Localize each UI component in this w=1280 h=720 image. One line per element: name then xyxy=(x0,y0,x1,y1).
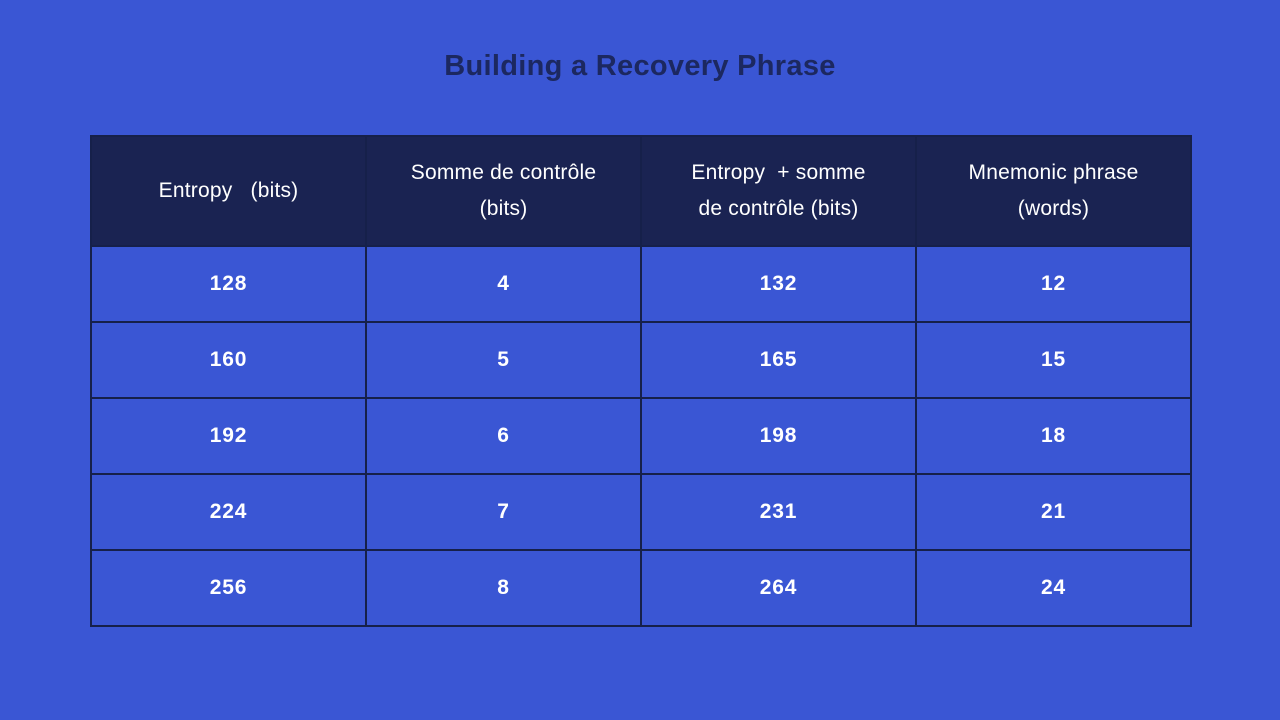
cell-mnemonic-words: 15 xyxy=(915,321,1192,399)
recovery-phrase-table: Entropy (bits) Somme de contrôle (bits) … xyxy=(90,135,1192,627)
column-header-entropy: Entropy (bits) xyxy=(90,135,367,247)
table-header: Entropy (bits) Somme de contrôle (bits) … xyxy=(90,135,1192,247)
cell-entropy-plus-checksum: 198 xyxy=(640,397,917,475)
cell-mnemonic-words: 24 xyxy=(915,549,1192,627)
cell-mnemonic-words: 12 xyxy=(915,245,1192,323)
header-row: Entropy (bits) Somme de contrôle (bits) … xyxy=(90,135,1192,247)
table-row: 224 7 231 21 xyxy=(90,473,1192,551)
cell-mnemonic-words: 21 xyxy=(915,473,1192,551)
table-row: 256 8 264 24 xyxy=(90,549,1192,627)
cell-entropy-plus-checksum: 264 xyxy=(640,549,917,627)
cell-entropy-plus-checksum: 231 xyxy=(640,473,917,551)
column-header-entropy-plus-checksum: Entropy + somme de contrôle (bits) xyxy=(640,135,917,247)
cell-entropy-plus-checksum: 132 xyxy=(640,245,917,323)
table-body: 128 4 132 12 160 5 165 15 192 6 198 18 2… xyxy=(90,245,1192,627)
table-row: 160 5 165 15 xyxy=(90,321,1192,399)
cell-checksum: 5 xyxy=(365,321,642,399)
cell-checksum: 8 xyxy=(365,549,642,627)
page-title: Building a Recovery Phrase xyxy=(444,50,836,82)
column-header-mnemonic-words: Mnemonic phrase (words) xyxy=(915,135,1192,247)
cell-entropy-plus-checksum: 165 xyxy=(640,321,917,399)
cell-checksum: 4 xyxy=(365,245,642,323)
cell-entropy: 160 xyxy=(90,321,367,399)
cell-entropy: 192 xyxy=(90,397,367,475)
cell-entropy: 256 xyxy=(90,549,367,627)
table-row: 192 6 198 18 xyxy=(90,397,1192,475)
table-row: 128 4 132 12 xyxy=(90,245,1192,323)
cell-entropy: 224 xyxy=(90,473,367,551)
column-header-checksum: Somme de contrôle (bits) xyxy=(365,135,642,247)
cell-entropy: 128 xyxy=(90,245,367,323)
cell-checksum: 7 xyxy=(365,473,642,551)
cell-mnemonic-words: 18 xyxy=(915,397,1192,475)
cell-checksum: 6 xyxy=(365,397,642,475)
